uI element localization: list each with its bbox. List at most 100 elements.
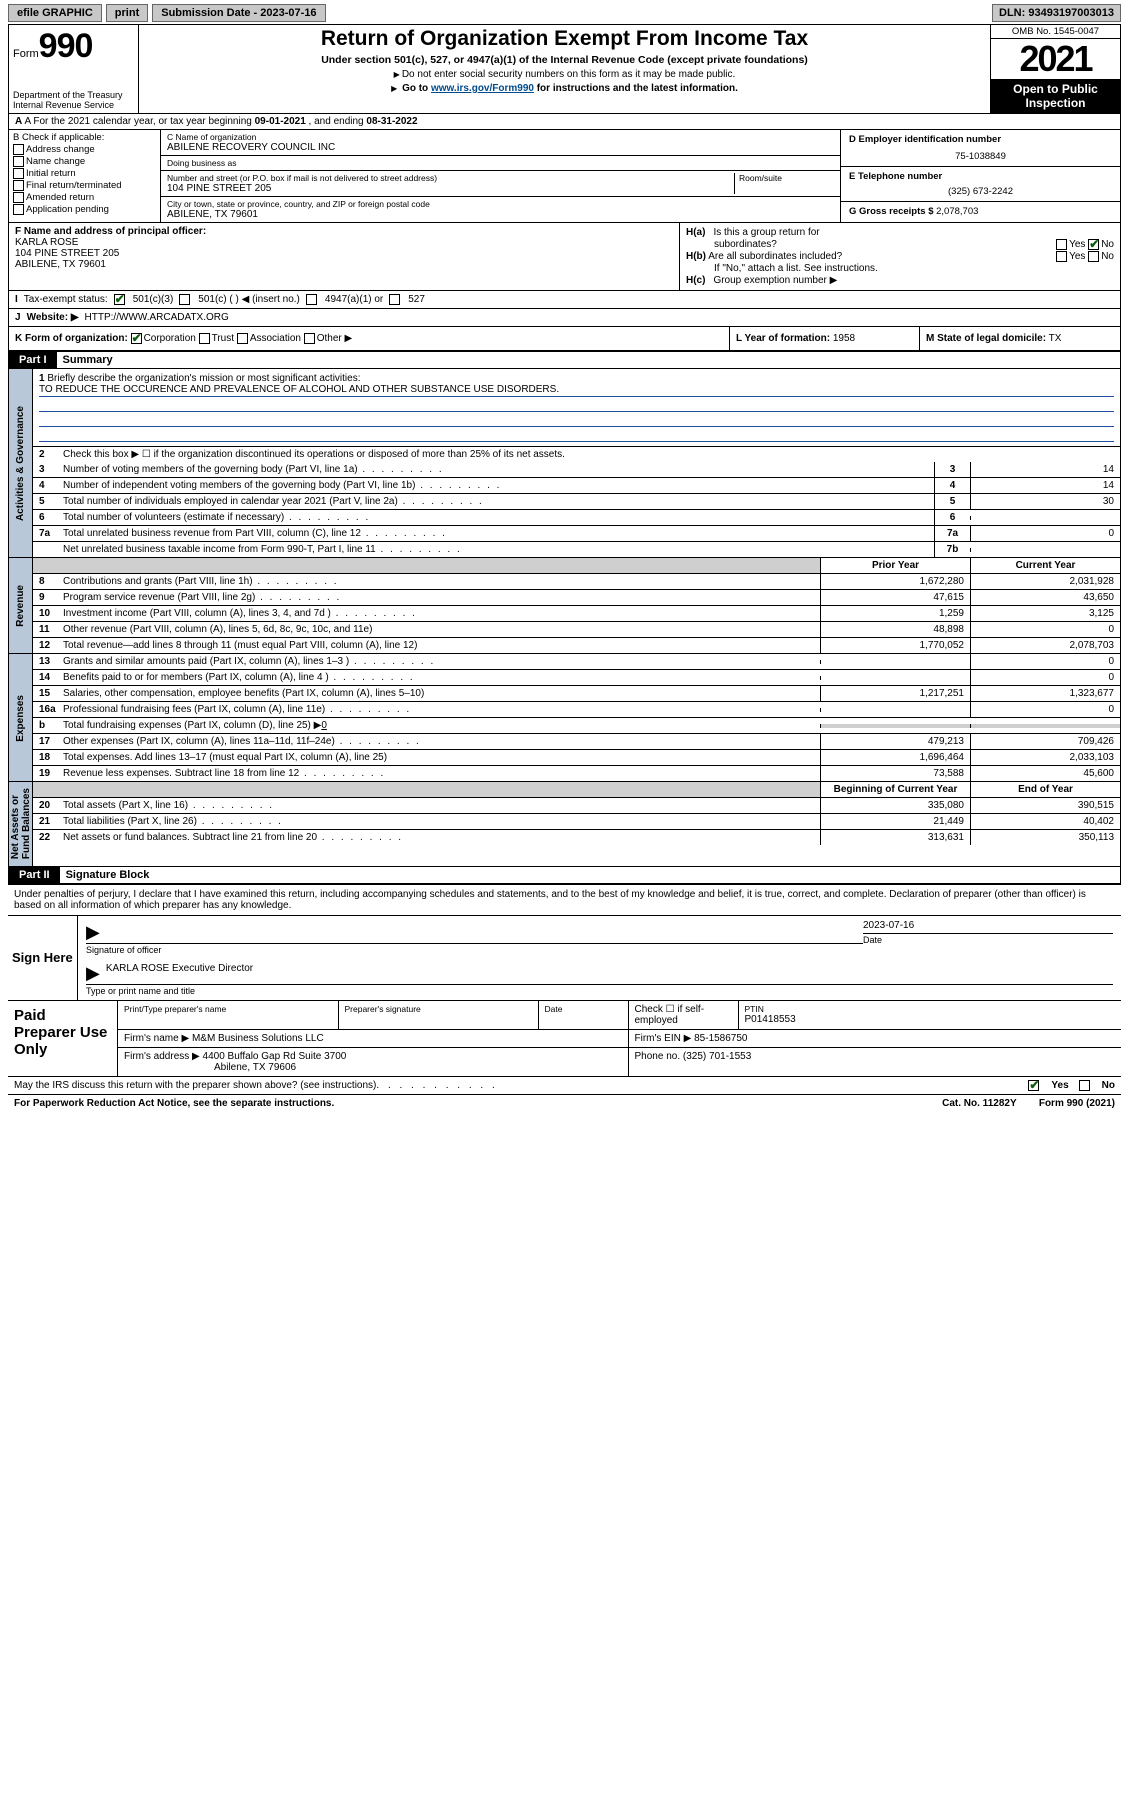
paperwork-notice: For Paperwork Reduction Act Notice, see … <box>14 1098 334 1109</box>
line13: Grants and similar amounts paid (Part IX… <box>61 654 820 669</box>
cb-trust[interactable] <box>199 333 210 344</box>
row-l-year: L Year of formation: 1958 <box>730 327 920 350</box>
line8: Contributions and grants (Part VIII, lin… <box>61 574 820 589</box>
paid-preparer-label: Paid Preparer Use Only <box>8 1001 118 1076</box>
line16b: Total fundraising expenses (Part IX, col… <box>61 718 820 733</box>
p9: 47,615 <box>820 590 970 605</box>
hb-yes[interactable] <box>1056 251 1067 262</box>
v4: 14 <box>970 478 1120 493</box>
gross-receipts-label: G Gross receipts $ <box>849 206 933 217</box>
firm-addr2: Abilene, TX 79606 <box>214 1062 296 1073</box>
col-f-officer: F Name and address of principal officer:… <box>9 223 680 290</box>
form-title: Return of Organization Exempt From Incom… <box>147 27 982 51</box>
p15: 1,217,251 <box>820 686 970 701</box>
line7b: Net unrelated business taxable income fr… <box>61 542 934 557</box>
line5: Total number of individuals employed in … <box>61 494 934 509</box>
dba-label: Doing business as <box>167 158 236 168</box>
p8: 1,672,280 <box>820 574 970 589</box>
c12: 2,078,703 <box>970 638 1120 653</box>
p18: 1,696,464 <box>820 750 970 765</box>
form-subtitle: Under section 501(c), 527, or 4947(a)(1)… <box>147 54 982 66</box>
cb-4947[interactable] <box>306 294 317 305</box>
c14: 0 <box>970 670 1120 685</box>
cb-final-return[interactable] <box>13 180 24 191</box>
mission-text: TO REDUCE THE OCCURENCE AND PREVALENCE O… <box>39 384 1114 397</box>
city-state-zip: ABILENE, TX 79601 <box>167 209 430 220</box>
sig-date-label: Date <box>863 935 1113 945</box>
discuss-yes[interactable] <box>1028 1080 1039 1091</box>
form-header: Form990 Department of the Treasury Inter… <box>8 24 1121 114</box>
website-value: HTTP://WWW.ARCADATX.ORG <box>85 312 229 323</box>
line15: Salaries, other compensation, employee b… <box>61 686 820 701</box>
cb-corp[interactable] <box>131 333 142 344</box>
cb-initial-return[interactable] <box>13 168 24 179</box>
firm-name-label: Firm's name ▶ <box>124 1033 189 1044</box>
vtab-governance: Activities & Governance <box>9 369 33 557</box>
cb-address-change[interactable] <box>13 144 24 155</box>
perjury-statement: Under penalties of perjury, I declare th… <box>8 884 1121 915</box>
discuss-row: May the IRS discuss this return with the… <box>8 1077 1121 1095</box>
row-k-form-org: K Form of organization: Corporation Trus… <box>9 327 730 350</box>
part2-header: Part II <box>9 867 60 883</box>
gross-receipts-value: 2,078,703 <box>936 206 978 217</box>
discuss-no[interactable] <box>1079 1080 1090 1091</box>
v3: 14 <box>970 462 1120 477</box>
p22: 313,631 <box>820 830 970 845</box>
vtab-netassets: Net Assets or Fund Balances <box>9 782 33 865</box>
row-i-tax-status: ITax-exempt status: 501(c)(3) 501(c) ( )… <box>8 291 1121 309</box>
print-button[interactable]: print <box>106 4 148 22</box>
ptin-value: P01418553 <box>745 1014 796 1025</box>
v7a: 0 <box>970 526 1120 541</box>
org-name: ABILENE RECOVERY COUNCIL INC <box>167 142 834 153</box>
p20: 335,080 <box>820 798 970 813</box>
part2-title: Signature Block <box>66 869 150 881</box>
cb-name-change[interactable] <box>13 156 24 167</box>
c15: 1,323,677 <box>970 686 1120 701</box>
instructions-link-line: Go to www.irs.gov/Form990 for instructio… <box>147 83 982 94</box>
cb-501c[interactable] <box>179 294 190 305</box>
org-name-label: C Name of organization <box>167 132 834 142</box>
tax-year: 2021 <box>991 39 1120 79</box>
sig-arrow-icon-2: ▶ <box>86 963 100 984</box>
firm-addr1: 4400 Buffalo Gap Rd Suite 3700 <box>203 1051 347 1062</box>
cb-other[interactable] <box>304 333 315 344</box>
p21: 21,449 <box>820 814 970 829</box>
cb-app-pending[interactable] <box>13 204 24 215</box>
c8: 2,031,928 <box>970 574 1120 589</box>
cb-assoc[interactable] <box>237 333 248 344</box>
vtab-expenses: Expenses <box>9 654 33 781</box>
line9: Program service revenue (Part VIII, line… <box>61 590 820 605</box>
hdr-prior: Prior Year <box>820 558 970 573</box>
c18: 2,033,103 <box>970 750 1120 765</box>
line22: Net assets or fund balances. Subtract li… <box>61 830 820 845</box>
cb-501c3[interactable] <box>114 294 125 305</box>
c22: 350,113 <box>970 830 1120 845</box>
efile-badge: efile GRAPHIC <box>8 4 102 22</box>
officer-name-title: KARLA ROSE Executive Director <box>106 963 253 984</box>
ha-no[interactable] <box>1088 239 1099 250</box>
p16a <box>820 708 970 712</box>
hb-no[interactable] <box>1088 251 1099 262</box>
part1-header: Part I <box>9 352 57 368</box>
cb-527[interactable] <box>389 294 400 305</box>
form-number: Form990 <box>13 27 134 66</box>
p14 <box>820 676 970 680</box>
irs-link[interactable]: www.irs.gov/Form990 <box>431 83 534 94</box>
self-employed-check[interactable]: Check ☐ if self-employed <box>635 1004 705 1026</box>
ha-yes[interactable] <box>1056 239 1067 250</box>
cat-no: Cat. No. 11282Y <box>942 1098 1016 1109</box>
hdr-end: End of Year <box>970 782 1120 797</box>
p16b <box>820 724 970 728</box>
name-title-label: Type or print name and title <box>86 986 1113 996</box>
c11: 0 <box>970 622 1120 637</box>
room-label: Room/suite <box>739 173 834 183</box>
open-to-public: Open to PublicInspection <box>991 79 1120 113</box>
firm-addr-label: Firm's address ▶ <box>124 1051 200 1062</box>
cb-amended[interactable] <box>13 192 24 203</box>
ptin-label: PTIN <box>745 1004 1116 1014</box>
line4: Number of independent voting members of … <box>61 478 934 493</box>
c16b <box>970 724 1120 728</box>
firm-phone: (325) 701-1553 <box>683 1051 751 1062</box>
c10: 3,125 <box>970 606 1120 621</box>
dln: DLN: 93493197003013 <box>992 4 1121 22</box>
